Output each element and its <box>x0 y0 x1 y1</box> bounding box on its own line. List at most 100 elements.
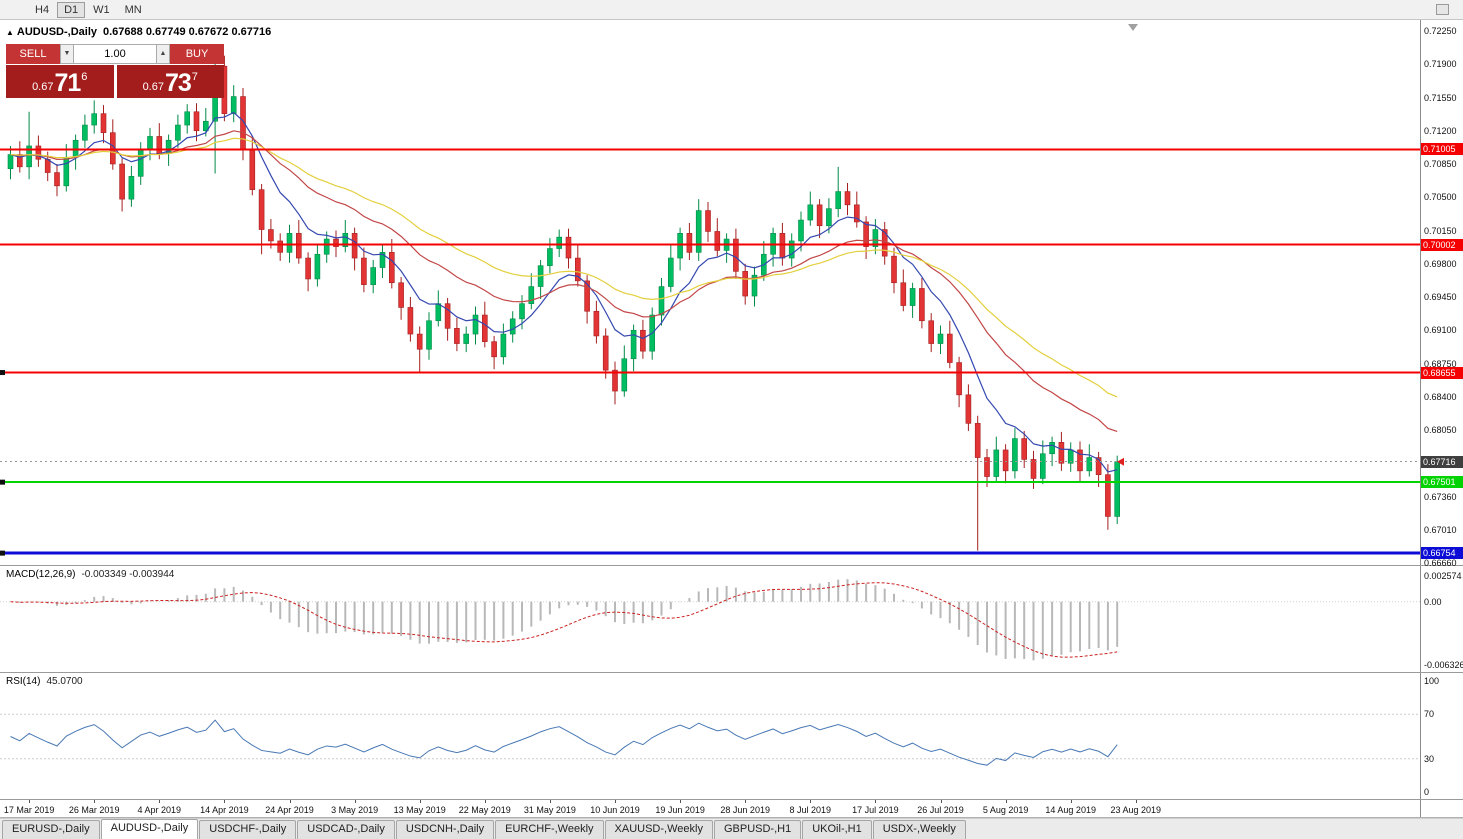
price-tick: 0.71900 <box>1424 59 1457 70</box>
rsi-name: RSI(14) <box>6 676 41 687</box>
price-tick: 0.69800 <box>1424 258 1457 269</box>
line-handle[interactable] <box>0 479 5 485</box>
date-label: 24 Apr 2019 <box>265 805 314 815</box>
ma-fast-line <box>10 111 1118 473</box>
line-price-label: 0.66754 <box>1421 547 1463 560</box>
chart-shift-icon[interactable] <box>1128 24 1138 31</box>
price-tick: 0.67010 <box>1424 524 1457 535</box>
date-label: 3 May 2019 <box>331 805 379 815</box>
line-price-label: 0.70002 <box>1421 238 1463 251</box>
macd-tick: 0.002574 <box>1424 571 1462 581</box>
date-label: 22 May 2019 <box>458 805 511 815</box>
top-toolbar: H4 D1 W1 MN <box>0 0 1463 20</box>
time-tick <box>1070 800 1072 803</box>
ma-mid-line <box>10 130 1118 432</box>
price-scale[interactable]: 0.72250 0.71900 0.71550 0.71200 0.70850 0.705… <box>1420 20 1463 568</box>
symbol-title: AUDUSD-,Daily <box>16 26 97 38</box>
timeframe-button-d1[interactable]: D1 <box>57 1 86 18</box>
date-label: 8 Jul 2019 <box>789 805 832 815</box>
symbol-arrow-icon: ▲ <box>6 28 14 37</box>
time-tick <box>354 800 356 803</box>
sell-button[interactable]: SELL <box>6 44 60 64</box>
rsi-line <box>10 719 1118 766</box>
time-tick <box>29 800 31 803</box>
time-tick <box>289 800 291 803</box>
price-tick: 0.72250 <box>1424 26 1457 36</box>
time-tick <box>484 800 486 803</box>
timeframe-button-w1[interactable]: W1 <box>93 3 110 16</box>
line-handle[interactable] <box>0 370 5 376</box>
window-control-icon[interactable] <box>1436 4 1449 15</box>
macd-tick: 0.00 <box>1424 596 1442 607</box>
time-tick <box>940 800 942 803</box>
date-label: 14 Apr 2019 <box>200 805 249 815</box>
candles <box>7 50 1120 551</box>
date-label: 10 Jun 2019 <box>590 805 640 815</box>
line-price-label: 0.68655 <box>1421 366 1463 379</box>
rsi-tick: 70 <box>1424 709 1435 720</box>
chart-header: ▲ AUDUSD-,Daily 0.67688 0.67749 0.67672 0.… <box>6 26 271 38</box>
current-price-label: 0.67716 <box>1421 455 1463 468</box>
macd-chart[interactable] <box>0 566 1420 673</box>
timeframe-button-h4[interactable]: H4 <box>35 3 50 16</box>
time-tick <box>615 800 616 803</box>
macd-signal-line <box>10 582 1118 658</box>
chart-tab-usdcad-daily[interactable]: USDCAD-,Daily <box>297 820 395 839</box>
chart-tab-usdcnh-daily[interactable]: USDCNH-,Daily <box>395 820 495 839</box>
buy-price-prefix: 0.67 <box>142 81 164 93</box>
price-tick: 0.69100 <box>1424 325 1457 336</box>
volume-up-icon[interactable]: ▲ <box>156 44 170 64</box>
macd-panel: MACD(12,26,9) -0.003349 -0.003944 0.00257… <box>0 566 1463 673</box>
rsi-label: RSI(14) 45.0700 <box>6 676 83 687</box>
date-label: 28 Jun 2019 <box>720 805 770 815</box>
chart-tab-audusd-daily[interactable]: AUDUSD-,Daily <box>100 819 199 839</box>
sell-price-prefix: 0.67 <box>32 81 54 93</box>
main-chart-panel: 0.72250 0.71900 0.71550 0.71200 0.70850 0.705… <box>0 20 1463 568</box>
chart-tab-ukoil-h1[interactable]: UKOil-,H1 <box>802 820 872 839</box>
buy-price-display[interactable]: 0.67 73 7 <box>116 65 224 98</box>
volume-input[interactable] <box>74 44 156 64</box>
rsi-chart[interactable] <box>0 673 1420 800</box>
chart-tab-usdx-weekly[interactable]: USDX-,Weekly <box>872 820 966 839</box>
chart-tab-eurchf-weekly[interactable]: EURCHF-,Weekly <box>495 820 604 839</box>
chart-tab-usdchf-daily[interactable]: USDCHF-,Daily <box>199 820 297 839</box>
axis-corner <box>1420 800 1463 817</box>
chart-tab-gbpusd-h1[interactable]: GBPUSD-,H1 <box>713 820 802 839</box>
ohlc-values: 0.67688 0.67749 0.67672 0.67716 <box>103 26 272 38</box>
line-price-label: 0.67501 <box>1421 476 1463 489</box>
line-price-label: 0.71005 <box>1421 143 1463 156</box>
time-tick <box>224 800 226 803</box>
price-tick: 0.70150 <box>1424 225 1457 236</box>
date-label: 26 Jul 2019 <box>917 805 964 815</box>
time-axis[interactable]: 17 Mar 2019 26 Mar 2019 4 Apr 2019 14 Apr 2… <box>0 800 1463 818</box>
time-tick <box>94 800 96 803</box>
rsi-scale[interactable]: 100 70 30 0 <box>1420 673 1463 799</box>
chart-tab-xauusd-weekly[interactable]: XAUUSD-,Weekly <box>604 820 713 839</box>
date-label: 26 Mar 2019 <box>68 805 120 815</box>
price-tick: 0.67360 <box>1424 491 1457 502</box>
rsi-panel: RSI(14) 45.0700 100 70 30 0 <box>0 673 1463 800</box>
buy-price-pip: 7 <box>191 71 198 83</box>
trade-prices-row: 0.67 71 6 0.67 73 7 <box>6 65 224 98</box>
candlestick-chart[interactable] <box>0 20 1420 566</box>
macd-values: -0.003349 -0.003944 <box>81 569 175 580</box>
price-tick: 0.68050 <box>1424 425 1457 435</box>
rsi-tick: 0 <box>1424 787 1430 797</box>
time-tick <box>875 800 877 803</box>
sell-price-big: 71 <box>54 69 81 97</box>
price-tick: 0.68400 <box>1424 391 1457 402</box>
macd-tick: -0.006326 <box>1424 660 1463 670</box>
volume-down-icon[interactable]: ▼ <box>60 44 74 64</box>
time-tick <box>680 800 682 803</box>
macd-scale[interactable]: 0.002574 0.00 -0.006326 <box>1420 566 1463 672</box>
macd-histogram <box>18 579 1119 661</box>
line-handle[interactable] <box>0 550 5 556</box>
rsi-value: 45.0700 <box>46 676 83 687</box>
price-tick: 0.70500 <box>1424 192 1457 203</box>
buy-button[interactable]: BUY <box>170 44 224 64</box>
date-label: 17 Jul 2019 <box>852 805 899 815</box>
timeframe-button-mn[interactable]: MN <box>124 3 142 16</box>
sell-price-display[interactable]: 0.67 71 6 <box>6 65 114 98</box>
chart-tab-eurusd-daily[interactable]: EURUSD-,Daily <box>2 820 100 839</box>
sell-price-pip: 6 <box>81 71 88 83</box>
